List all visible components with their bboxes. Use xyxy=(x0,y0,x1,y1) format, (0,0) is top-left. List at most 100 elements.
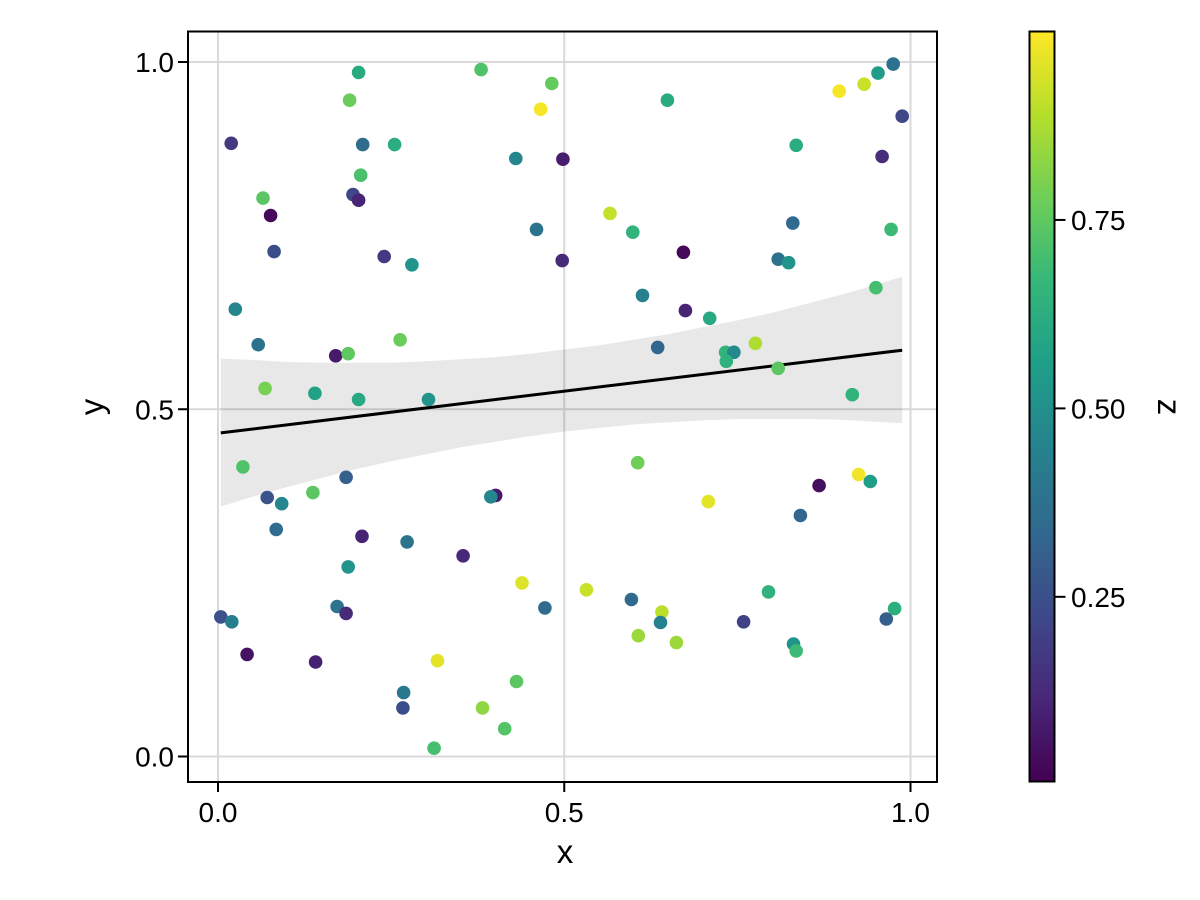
scatter-point xyxy=(630,455,645,470)
scatter-point xyxy=(635,288,650,303)
scatter-point xyxy=(556,152,570,166)
scatter-point xyxy=(355,137,370,152)
scatter-point xyxy=(676,245,691,260)
scatter-point xyxy=(884,222,898,237)
scatter-point xyxy=(308,655,323,669)
scatter-point xyxy=(306,485,320,500)
tick-labels: 0.0 0.5 1.0 0.0 0.5 1.0 xyxy=(135,47,930,828)
scatter-point xyxy=(387,137,402,152)
scatter-point xyxy=(421,392,436,407)
scatter-point xyxy=(871,66,885,80)
scatter-point xyxy=(653,615,668,630)
scatter-point xyxy=(626,225,640,239)
fit-line xyxy=(220,348,903,435)
scatter-point xyxy=(269,522,284,537)
scatter-point xyxy=(886,57,900,71)
scatter-point xyxy=(339,606,353,621)
scatter-point xyxy=(748,336,763,351)
y-tick-label: 0.0 xyxy=(135,742,174,773)
scatter-point xyxy=(702,311,717,326)
scatter-point xyxy=(538,601,552,615)
scatter-point xyxy=(236,460,250,474)
scatter-point xyxy=(396,685,411,700)
scatter-point xyxy=(851,467,866,482)
scatter-point xyxy=(879,612,894,626)
axis-ticks xyxy=(178,61,912,792)
scatter-point xyxy=(832,84,846,98)
scatter-point xyxy=(341,560,356,574)
scatter-point xyxy=(377,249,392,264)
scatter-point xyxy=(258,381,272,396)
scatter-point xyxy=(655,605,669,619)
scatter-point xyxy=(351,392,366,407)
scatter-point xyxy=(240,647,254,662)
scatter-point xyxy=(430,653,445,668)
scatter-point xyxy=(786,216,800,230)
scatter-point xyxy=(224,136,238,151)
x-tick-label: 0.5 xyxy=(545,797,584,828)
scatter-point xyxy=(895,109,909,123)
regression-line xyxy=(220,348,903,435)
scatter-point xyxy=(789,138,803,153)
colorbar-tick-label: 0.75 xyxy=(1071,205,1126,236)
scatter-point xyxy=(328,349,343,363)
colorbar: 0.75 0.50 0.25 xyxy=(1028,30,1126,783)
scatter-point xyxy=(341,346,356,361)
x-axis-label: x xyxy=(557,833,574,870)
scatter-point xyxy=(351,193,366,207)
scatter-point xyxy=(405,258,419,272)
scatter-point xyxy=(669,635,684,650)
scatter-point xyxy=(474,62,488,77)
scatter-point xyxy=(631,628,646,643)
scatter-point xyxy=(719,354,734,369)
y-axis-label: y xyxy=(73,398,110,415)
scatter-point xyxy=(256,191,270,205)
scatter-point xyxy=(789,644,803,658)
scatter-point xyxy=(660,93,675,107)
scatter-point xyxy=(251,337,265,352)
scatter-point xyxy=(351,65,366,80)
scatter-point xyxy=(515,576,529,590)
colorbar-tick-label: 0.25 xyxy=(1071,582,1126,613)
scatter-point xyxy=(509,151,523,166)
scatter-point xyxy=(263,208,278,223)
scatter-point xyxy=(771,252,785,266)
colorbar-ticks xyxy=(1054,218,1066,598)
colorbar-tick-labels: 0.75 0.50 0.25 xyxy=(1071,205,1126,613)
scatter-point xyxy=(545,76,559,91)
scatter-point xyxy=(812,478,826,493)
scatter-point xyxy=(869,280,883,295)
scatter-point xyxy=(678,303,693,318)
scatter-point xyxy=(355,529,369,544)
y-tick-label: 1.0 xyxy=(135,47,174,78)
colorbar-tick-label: 0.50 xyxy=(1071,393,1126,424)
scatter-point xyxy=(396,701,410,715)
scatter-point xyxy=(529,222,544,237)
scatter-point xyxy=(857,77,871,91)
scatter-point xyxy=(427,741,441,755)
y-tick-label: 0.5 xyxy=(135,394,174,425)
colorbar-gradient xyxy=(1028,30,1056,783)
scatter-point xyxy=(267,244,281,259)
scatter-point xyxy=(274,496,289,511)
scatter-point xyxy=(845,387,860,402)
scatter-point xyxy=(339,470,353,485)
scatter-point xyxy=(353,168,368,182)
scatter-points xyxy=(214,57,909,755)
scatter-point xyxy=(342,93,357,107)
x-tick-label: 1.0 xyxy=(891,797,930,828)
scatter-point xyxy=(579,583,594,597)
scatter-point xyxy=(624,592,639,607)
scatter-point xyxy=(509,674,524,689)
scatter-point xyxy=(727,345,741,360)
scatter-point xyxy=(475,701,490,715)
scatter-point xyxy=(393,333,407,347)
scatter-point xyxy=(456,549,470,563)
scatter-point xyxy=(650,340,665,355)
scatter-point xyxy=(761,585,776,599)
scatter-point xyxy=(533,102,548,116)
scatter-point xyxy=(603,206,617,221)
scatter-point xyxy=(308,386,322,401)
